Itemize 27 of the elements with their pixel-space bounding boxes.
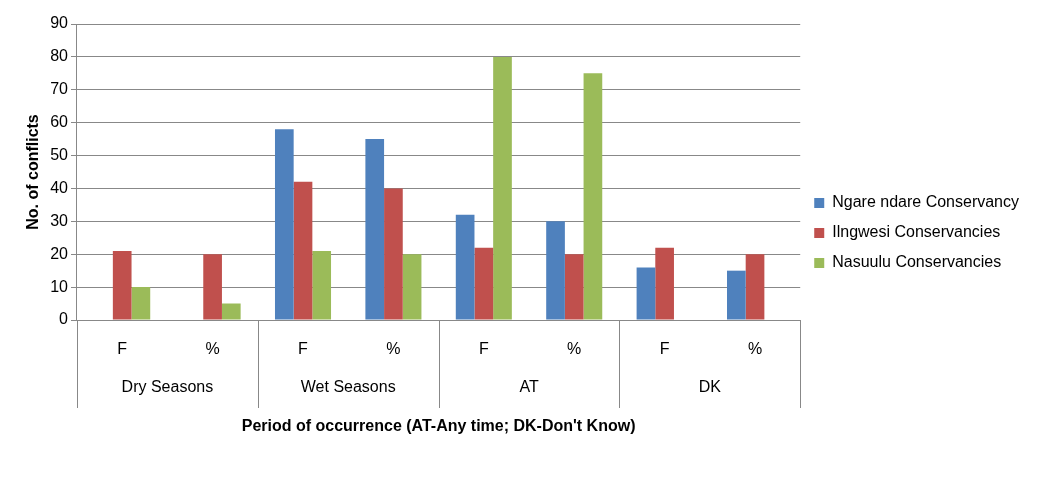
text: AT <box>519 378 539 396</box>
text: Dry Seasons <box>121 378 214 396</box>
y-tick-label: 30 <box>50 211 69 229</box>
y-tick-label: 20 <box>50 244 69 262</box>
text: Wet Seasons <box>300 378 396 396</box>
x-tick-label: % <box>205 340 220 358</box>
x-tick-label: F <box>298 340 309 358</box>
y-tick-label: 0 <box>59 310 69 328</box>
y-tick-label: 10 <box>50 277 69 295</box>
y-axis-title: No. of conflicts <box>24 114 42 230</box>
legend-label: Ngare ndare Conservancy <box>832 193 1019 211</box>
x-tick-label: F <box>659 340 670 358</box>
legend-label: Nasuulu Conservancies <box>832 253 1002 271</box>
x-tick-label: % <box>567 340 582 358</box>
text: DK <box>698 378 722 396</box>
y-tick-label: 80 <box>50 47 69 65</box>
y-tick-label: 60 <box>50 113 69 131</box>
y-tick-label: 50 <box>50 145 69 163</box>
x-tick-label: F <box>117 340 128 358</box>
y-tick-label: 90 <box>50 14 69 32</box>
x-tick-label: % <box>386 340 401 358</box>
x-axis-title: Period of occurrence (AT-Any time; DK-Don't Know) <box>241 416 636 434</box>
y-tick-label: 70 <box>50 80 69 98</box>
x-tick-label: % <box>747 340 763 358</box>
legend-label: Ilngwesi Conservancies <box>832 223 1001 241</box>
x-tick-label: F <box>478 340 489 358</box>
y-tick-label: 40 <box>50 178 69 196</box>
